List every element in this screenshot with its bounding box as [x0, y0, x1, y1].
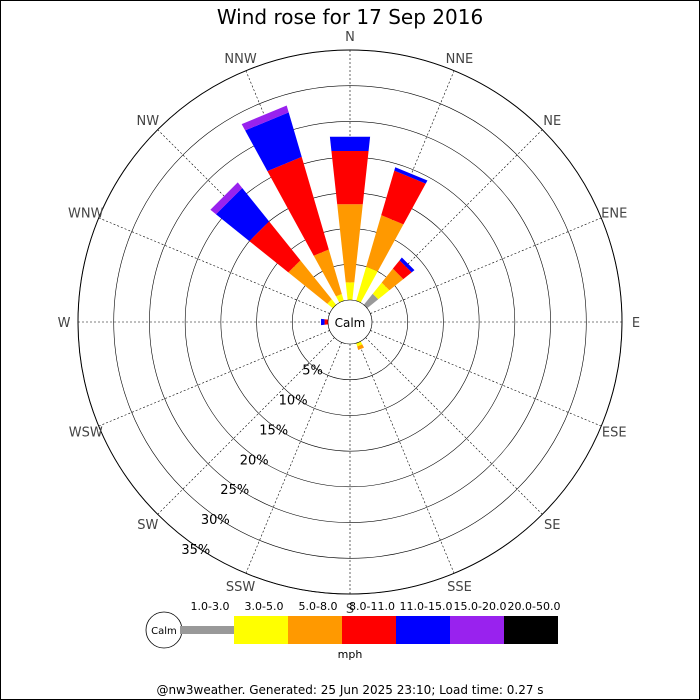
calm-label: Calm [335, 316, 366, 330]
direction-label-se: SE [544, 518, 560, 533]
direction-label-ne: NE [543, 114, 561, 129]
bar-nne-5.0-8.0 [366, 215, 404, 272]
legend-swatch-11.0-15.0 [396, 616, 450, 644]
bar-nnw-8.0-11.0 [267, 156, 329, 256]
bar-ne-5.0-8.0 [381, 268, 404, 291]
chart-title: Wind rose for 17 Sep 2016 [217, 5, 483, 29]
legend-swatch-1.0-3.0 [180, 626, 234, 634]
legend-label-20.0-50.0: 20.0-50.0 [508, 600, 561, 613]
spoke-ssw [245, 342, 342, 574]
legend-label-5.0-8.0: 5.0-8.0 [299, 600, 338, 613]
direction-label-sse: SSE [447, 580, 472, 595]
direction-label-nne: NNE [446, 52, 474, 67]
bar-sse-5.0-8.0 [357, 344, 364, 350]
bar-n-5.0-8.0 [337, 204, 363, 283]
bar-nnw-3.0-5.0 [336, 294, 344, 303]
bar-nne-8.0-11.0 [381, 170, 426, 225]
spoke-sw [157, 337, 335, 515]
bar-nw-15.0-20.0 [210, 182, 243, 215]
bar-n-11.0-15.0 [329, 136, 371, 152]
direction-label-sw: SW [137, 518, 158, 533]
direction-labels: N NNE NE ENE E ESE SE SSE S SSW SW WSW W WNW NW NNW [58, 30, 641, 617]
legend-swatch-15.0-20.0 [450, 616, 504, 644]
footer: @nw3weather. Generated: 25 Jun 2025 23:1… [156, 683, 543, 697]
legend-label-8.0-11.0: 8.0-11.0 [349, 600, 395, 613]
spoke-sse [358, 342, 455, 574]
spoke-wsw [98, 330, 330, 427]
legend-label-11.0-15.0: 11.0-15.0 [400, 600, 453, 613]
bar-nne-11.0-15.0 [394, 167, 428, 184]
radial-tick-10: 10% [279, 393, 308, 408]
wind-bars [210, 105, 428, 350]
direction-label-nw: NW [136, 114, 159, 129]
spoke-ene [370, 217, 602, 314]
bar-ne-8.0-11.0 [392, 260, 412, 280]
bar-nnw-15.0-20.0 [241, 105, 289, 131]
legend-calm-label: Calm [151, 626, 177, 637]
legend-swatch-3.0-5.0 [234, 616, 288, 644]
spoke-se [365, 337, 543, 515]
legend-label-3.0-5.0: 3.0-5.0 [245, 600, 284, 613]
legend-unit: mph [338, 648, 363, 661]
legend: Calm 1.0-3.0 3.0-5.0 5.0-8.0 8.0-11.0 11.0-1… [145, 600, 561, 661]
direction-label-s: S [346, 602, 354, 617]
radial-tick-30: 30% [201, 513, 230, 528]
direction-label-e: E [632, 316, 640, 331]
bar-w-11.0-15.0 [321, 318, 325, 326]
bar-nne-3.0-5.0 [356, 266, 378, 303]
spoke-wnw [98, 217, 330, 314]
radial-tick-25: 25% [220, 483, 249, 498]
bar-n-3.0-5.0 [345, 282, 355, 301]
bar-ne-11.0-15.0 [399, 257, 415, 273]
grid-ring [149, 121, 551, 523]
grid-ring [113, 85, 587, 559]
direction-label-wnw: WNW [68, 207, 104, 222]
direction-label-ssw: SSW [226, 580, 256, 595]
bar-w-8.0-11.0 [324, 319, 329, 325]
radial-tick-35: 35% [181, 543, 210, 558]
direction-label-w: W [58, 316, 71, 331]
direction-label-nnw: NNW [224, 52, 256, 67]
bar-nnw-5.0-8.0 [313, 249, 342, 297]
direction-label-n: N [345, 30, 355, 45]
radial-tick-15: 15% [259, 423, 288, 438]
radial-tick-labels: 5% 10% 15% 20% 25% 30% 35% [181, 363, 322, 558]
legend-label-1.0-3.0: 1.0-3.0 [191, 600, 230, 613]
bar-n-8.0-11.0 [331, 151, 369, 205]
bar-nnw-11.0-15.0 [245, 112, 302, 172]
bar-nw-8.0-11.0 [249, 221, 301, 273]
direction-label-ese: ESE [602, 425, 627, 440]
bar-ne-1.0-3.0 [363, 293, 379, 309]
bar-nw-5.0-8.0 [288, 260, 332, 304]
legend-label-15.0-20.0: 15.0-20.0 [454, 600, 507, 613]
direction-label-wsw: WSW [69, 425, 103, 440]
direction-label-ene: ENE [601, 207, 627, 222]
spoke-ese [370, 330, 602, 427]
bar-nw-3.0-5.0 [327, 299, 337, 309]
radial-tick-20: 20% [240, 453, 269, 468]
calm-circle [327, 299, 373, 345]
bar-ne-3.0-5.0 [372, 282, 390, 300]
legend-swatch-8.0-11.0 [342, 616, 396, 644]
legend-swatch-20.0-50.0 [504, 616, 558, 644]
bar-nw-11.0-15.0 [215, 187, 270, 242]
legend-swatch-5.0-8.0 [288, 616, 342, 644]
radial-tick-5: 5% [302, 363, 323, 378]
